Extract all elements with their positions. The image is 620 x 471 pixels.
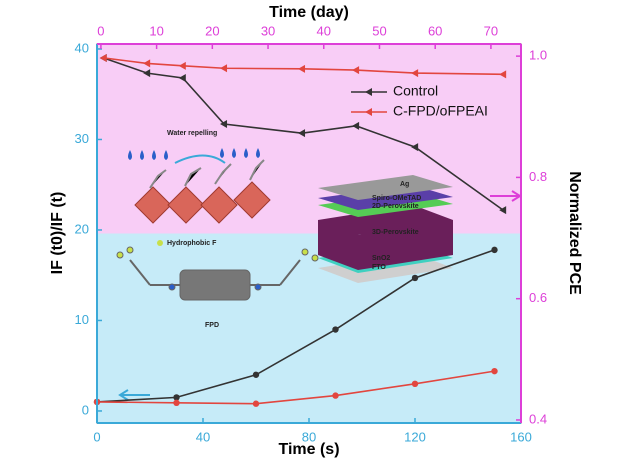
point xyxy=(352,121,360,130)
point xyxy=(411,274,419,282)
point xyxy=(220,64,228,73)
point xyxy=(411,69,419,78)
point xyxy=(411,143,419,152)
x-tick-label: 0 xyxy=(97,23,104,38)
point xyxy=(298,64,306,73)
point xyxy=(252,400,260,407)
molecule-chains xyxy=(149,159,265,189)
point xyxy=(499,70,507,79)
y-tick-label: 10 xyxy=(75,312,89,327)
annotation: FPD xyxy=(205,322,219,329)
point xyxy=(178,73,186,82)
annotation: 3D-Perovskite xyxy=(372,229,419,236)
point xyxy=(352,66,360,75)
legend-label: C-FPD/oFPEAI xyxy=(393,103,488,119)
point xyxy=(178,61,186,70)
point xyxy=(332,392,339,399)
x-tick-label: 50 xyxy=(372,23,386,38)
series-line xyxy=(103,57,504,211)
point xyxy=(143,59,151,68)
annotation: Water repelling xyxy=(167,130,217,137)
arrow-curve xyxy=(174,154,226,164)
x-tick-label: 120 xyxy=(404,429,426,444)
point xyxy=(143,69,151,78)
point xyxy=(491,246,498,254)
x-tick-label: 30 xyxy=(261,23,275,38)
x-tick-label: 10 xyxy=(149,23,163,38)
point xyxy=(499,206,507,215)
y-tick-label: 40 xyxy=(75,40,89,55)
y-axis-label: IF (t0)/IF (t) xyxy=(49,192,66,275)
point xyxy=(173,399,180,407)
backgrounds xyxy=(97,44,521,423)
point xyxy=(491,367,498,375)
point xyxy=(99,53,107,62)
x-tick-label: 40 xyxy=(196,429,210,444)
legend-label: Control xyxy=(393,83,438,99)
point xyxy=(411,380,419,388)
fpd-molecule xyxy=(116,246,319,301)
y-tick-label: 0.6 xyxy=(529,290,547,305)
series-line xyxy=(96,249,495,403)
annotation: SnO2 xyxy=(372,255,390,262)
y-tick-label: 0.4 xyxy=(529,411,547,426)
x-tick-label: 0 xyxy=(93,429,100,444)
annotation: Ag xyxy=(400,181,409,188)
y-tick-label: 0.8 xyxy=(529,169,547,184)
water-drops xyxy=(128,148,260,160)
annotation: FTO xyxy=(372,264,386,271)
legend-marker xyxy=(365,88,372,96)
annotation: Hydrophobic F xyxy=(167,240,217,247)
point xyxy=(298,129,306,138)
inset-illustrations: Water repelling Hydrophobic F FPD Ag Spi… xyxy=(116,130,522,401)
series-line xyxy=(96,370,495,405)
right-axis-label: Normalized PCE xyxy=(566,171,583,295)
top-axis-label: Time (day) xyxy=(269,4,349,21)
point xyxy=(252,371,260,378)
x-tick-label: 60 xyxy=(428,23,442,38)
y-tick-label: 1.0 xyxy=(529,48,547,63)
annotation: Spiro-OMeTAD xyxy=(372,195,421,202)
x-tick-label: 20 xyxy=(205,23,219,38)
device-stack xyxy=(318,175,453,283)
background-bottom xyxy=(97,233,521,423)
y-tick-label: 30 xyxy=(75,131,89,146)
annotation: 2D-Perovskite xyxy=(372,203,419,210)
y-tick-label: 0 xyxy=(82,402,89,417)
x-axis-label: Time (s) xyxy=(278,441,339,458)
point xyxy=(332,326,339,333)
x-tick-label: 40 xyxy=(317,23,331,38)
point xyxy=(220,120,228,129)
legend-dot xyxy=(157,240,163,246)
x-tick-label: 160 xyxy=(510,429,532,444)
x-tick-label: 70 xyxy=(484,23,498,38)
x-tick-label: 80 xyxy=(302,429,316,444)
legend-marker xyxy=(365,108,372,116)
series-line xyxy=(103,57,504,76)
y-tick-label: 20 xyxy=(75,221,89,236)
axis-arrow xyxy=(118,389,150,401)
octahedra xyxy=(134,181,271,224)
point xyxy=(173,394,180,401)
